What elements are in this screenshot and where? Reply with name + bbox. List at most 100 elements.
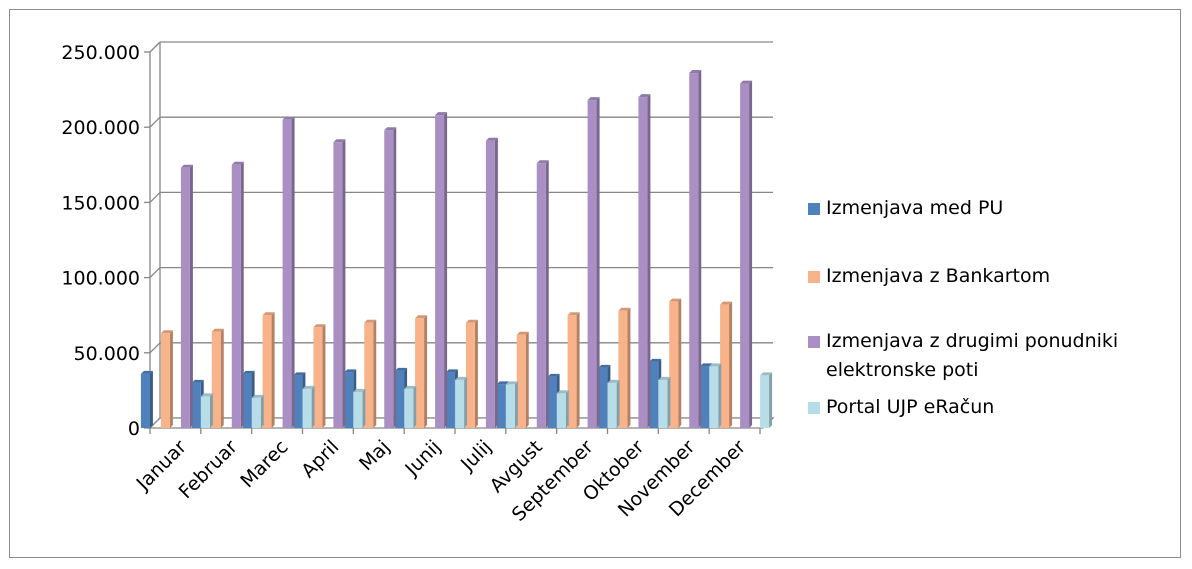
bar <box>200 396 210 428</box>
bar <box>344 372 354 428</box>
bar-side <box>718 363 722 428</box>
bar-top <box>313 324 326 328</box>
bar-top <box>415 315 428 319</box>
y-tick-label: 0 <box>128 418 140 440</box>
bar-top <box>353 388 366 392</box>
bar <box>556 393 566 428</box>
bar-side <box>220 328 224 428</box>
bar <box>618 310 628 428</box>
bar <box>720 304 730 428</box>
bar-top <box>547 373 560 377</box>
bar <box>607 382 617 428</box>
bar-top <box>435 112 448 116</box>
bar-top <box>242 370 255 374</box>
bar-side <box>149 370 153 428</box>
bar-top <box>536 160 549 164</box>
y-tick-label: 250.000 <box>61 42 140 64</box>
bar-top <box>140 370 153 374</box>
bar <box>485 140 495 428</box>
bar-side <box>322 324 326 428</box>
bar-side <box>362 388 366 428</box>
bar <box>658 379 668 428</box>
gridline-connector <box>149 342 161 354</box>
bar-side <box>698 70 702 428</box>
bar-side <box>271 312 275 428</box>
y-tick-label: 100.000 <box>61 268 140 290</box>
bar-side <box>424 315 428 428</box>
bar-side <box>373 319 377 428</box>
bar <box>516 334 526 428</box>
x-tick-label: Junij <box>400 436 445 481</box>
bar <box>333 142 343 429</box>
bar <box>536 163 546 428</box>
bar-top <box>700 363 713 367</box>
bar-side <box>678 298 682 428</box>
bar-side <box>342 139 346 429</box>
bar <box>638 97 648 429</box>
bar-side <box>596 97 600 429</box>
bar-top <box>160 330 173 334</box>
bar-top <box>200 393 213 397</box>
bar <box>445 372 455 428</box>
bar-side <box>749 80 753 429</box>
bar-top <box>638 94 651 98</box>
legend-swatch <box>808 402 820 414</box>
gridline-connector <box>149 41 161 53</box>
bar <box>465 322 475 428</box>
bar-top <box>740 80 753 84</box>
gridline-connector <box>149 116 161 128</box>
bar <box>740 83 750 429</box>
bar-top <box>567 312 580 316</box>
bar <box>293 375 303 428</box>
bar <box>313 327 323 428</box>
bar <box>505 384 515 428</box>
bar <box>587 100 597 429</box>
x-tick-label: Maj <box>355 436 394 475</box>
bar <box>567 315 577 428</box>
bar <box>435 115 445 428</box>
bar-top <box>344 369 357 373</box>
bar-side <box>769 372 773 428</box>
bar <box>547 376 557 428</box>
bar-top <box>720 301 733 305</box>
bar <box>496 384 506 428</box>
bar-top <box>364 319 377 323</box>
bar <box>598 367 608 428</box>
bar-top <box>516 331 529 335</box>
bar-side <box>576 312 580 428</box>
gridline-connector <box>149 191 161 203</box>
bar-side <box>169 330 173 428</box>
bar-top <box>445 369 458 373</box>
y-tick-label: 200.000 <box>61 117 140 139</box>
bar-top <box>211 328 224 332</box>
legend-swatch <box>808 203 820 215</box>
y-tick-label: 150.000 <box>61 192 140 214</box>
bar-top <box>649 358 662 362</box>
bar <box>302 388 312 428</box>
legend-label: Izmenjava med PU <box>826 197 1003 219</box>
bar-top <box>598 364 611 368</box>
bar-side <box>729 301 733 428</box>
bar <box>700 366 710 428</box>
x-tick-label: Julij <box>456 436 496 476</box>
bar-top <box>556 390 569 394</box>
x-tick-label: Marec <box>236 436 292 492</box>
bar <box>191 382 201 428</box>
bar-side <box>525 331 529 428</box>
bar <box>364 322 374 428</box>
bar-top <box>404 385 417 389</box>
bar-top <box>293 372 306 376</box>
bar <box>211 331 221 428</box>
bar <box>649 361 659 428</box>
bar-top <box>251 394 264 398</box>
bar-top <box>607 379 620 383</box>
bar <box>262 315 272 428</box>
bar <box>140 373 150 428</box>
legend-label: Portal UJP eRačun <box>826 396 994 418</box>
bar-top <box>505 381 518 385</box>
bar-side <box>291 116 295 429</box>
bar-top <box>689 70 702 74</box>
bar-side <box>667 376 671 428</box>
legend-label: Izmenjava z drugimi ponudniki elektronske… <box>826 330 1118 381</box>
bar-side <box>464 376 468 428</box>
